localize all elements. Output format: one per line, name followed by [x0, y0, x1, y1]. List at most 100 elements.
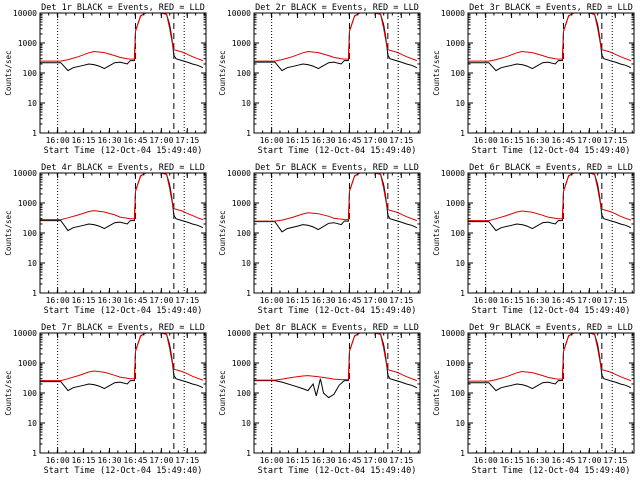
- plot-frame: [253, 172, 421, 294]
- plot-frame: [39, 172, 207, 294]
- x-tick-label: 16:45: [337, 456, 361, 465]
- lld-series-line: [468, 333, 632, 382]
- y-tick-label: 1: [460, 449, 465, 458]
- x-tick-label: 16:00: [474, 136, 498, 145]
- events-series-line: [40, 333, 204, 392]
- y-axis-label: Counts/sec: [4, 210, 13, 255]
- events-series-line: [468, 333, 632, 392]
- lld-series-line: [40, 333, 204, 382]
- x-axis-label: Start Time (12-Oct-04 15:49:40): [472, 466, 631, 476]
- panel-title: Det 7r BLACK = Events, RED = LLD: [41, 323, 205, 333]
- y-tick-label: 10: [27, 99, 37, 108]
- panel-title: Det 4r BLACK = Events, RED = LLD: [41, 163, 205, 173]
- x-tick-label: 16:15: [286, 136, 310, 145]
- x-tick-label: 16:45: [123, 456, 147, 465]
- x-tick-label: 17:15: [603, 456, 627, 465]
- x-tick-label: 17:00: [363, 456, 387, 465]
- plot-frame: [253, 12, 421, 134]
- x-axis-label: Start Time (12-Oct-04 15:49:40): [472, 306, 631, 316]
- y-axis-label: Counts/sec: [218, 210, 227, 255]
- detector-panel: Det 9r BLACK = Events, RED = LLD 1 10 100 10…: [432, 323, 635, 476]
- x-tick-label: 17:00: [363, 136, 387, 145]
- detector-panel: Det 2r BLACK = Events, RED = LLD 1 10 100 10…: [218, 3, 421, 156]
- x-tick-label: 16:45: [551, 136, 575, 145]
- detector-panel: Det 3r BLACK = Events, RED = LLD 1 10 100 10…: [432, 3, 635, 156]
- x-tick-label: 16:00: [474, 456, 498, 465]
- lld-series-line: [468, 13, 632, 62]
- x-tick-label: 17:15: [603, 296, 627, 305]
- detector-panel: Det 1r BLACK = Events, RED = LLD 1 10 100 10…: [4, 3, 207, 156]
- y-tick-label: 10000: [13, 9, 37, 18]
- plot-frame: [39, 12, 207, 134]
- x-tick-label: 17:00: [149, 136, 173, 145]
- y-tick-label: 100: [23, 229, 38, 238]
- y-tick-label: 10000: [441, 169, 465, 178]
- x-tick-label: 17:15: [389, 456, 413, 465]
- x-tick-label: 17:00: [149, 296, 173, 305]
- x-tick-label: 16:00: [46, 136, 70, 145]
- x-axis-label: Start Time (12-Oct-04 15:49:40): [258, 306, 417, 316]
- lld-series-line: [40, 13, 204, 62]
- x-tick-label: 16:45: [551, 296, 575, 305]
- x-tick-label: 16:45: [123, 136, 147, 145]
- x-tick-label: 16:30: [311, 456, 335, 465]
- y-tick-label: 1000: [18, 39, 37, 48]
- y-axis-label: Counts/sec: [432, 210, 441, 255]
- y-tick-label: 1: [246, 129, 251, 138]
- y-tick-label: 10: [241, 259, 251, 268]
- detector-panel: Det 7r BLACK = Events, RED = LLD 1 10 100 10…: [4, 323, 207, 476]
- x-tick-label: 16:15: [72, 136, 96, 145]
- x-tick-label: 16:30: [525, 136, 549, 145]
- x-axis-label: Start Time (12-Oct-04 15:49:40): [44, 146, 203, 156]
- y-tick-label: 10: [455, 259, 465, 268]
- y-tick-label: 1000: [232, 39, 251, 48]
- y-tick-label: 10: [27, 419, 37, 428]
- x-tick-label: 17:00: [577, 296, 601, 305]
- x-tick-label: 16:00: [46, 296, 70, 305]
- plot-frame: [467, 172, 635, 294]
- x-tick-label: 17:00: [577, 136, 601, 145]
- x-tick-label: 16:45: [551, 456, 575, 465]
- y-tick-label: 10000: [441, 329, 465, 338]
- events-series-line: [468, 13, 632, 72]
- x-tick-label: 16:00: [260, 456, 284, 465]
- y-tick-label: 10: [241, 99, 251, 108]
- panel-title: Det 1r BLACK = Events, RED = LLD: [41, 3, 205, 13]
- y-axis-label: Counts/sec: [432, 370, 441, 415]
- y-tick-label: 10: [455, 99, 465, 108]
- y-axis-label: Counts/sec: [218, 370, 227, 415]
- x-axis-label: Start Time (12-Oct-04 15:49:40): [44, 466, 203, 476]
- detector-panel: Det 8r BLACK = Events, RED = LLD 1 10 100 10…: [218, 323, 421, 476]
- y-tick-label: 1: [460, 129, 465, 138]
- y-tick-label: 100: [451, 229, 466, 238]
- x-tick-label: 17:15: [389, 296, 413, 305]
- y-axis-label: Counts/sec: [4, 50, 13, 95]
- y-tick-label: 100: [237, 229, 252, 238]
- x-tick-label: 17:15: [175, 456, 199, 465]
- y-tick-label: 10: [241, 419, 251, 428]
- lld-series-line: [254, 13, 418, 62]
- lld-series-line: [254, 173, 418, 222]
- x-axis-label: Start Time (12-Oct-04 15:49:40): [44, 306, 203, 316]
- x-tick-label: 16:30: [97, 296, 121, 305]
- panel-title: Det 5r BLACK = Events, RED = LLD: [255, 163, 419, 173]
- y-tick-label: 1: [246, 449, 251, 458]
- y-tick-label: 1000: [446, 359, 465, 368]
- x-tick-label: 16:45: [337, 296, 361, 305]
- plot-frame: [253, 332, 421, 454]
- y-tick-label: 10000: [13, 169, 37, 178]
- y-tick-label: 1000: [446, 199, 465, 208]
- x-tick-label: 16:15: [72, 296, 96, 305]
- y-tick-label: 1: [32, 449, 37, 458]
- x-tick-label: 17:00: [363, 296, 387, 305]
- x-tick-label: 16:30: [311, 296, 335, 305]
- x-tick-label: 16:15: [72, 456, 96, 465]
- panel-title: Det 6r BLACK = Events, RED = LLD: [469, 163, 633, 173]
- x-tick-label: 17:15: [175, 136, 199, 145]
- y-tick-label: 100: [451, 69, 466, 78]
- plot-frame: [39, 332, 207, 454]
- events-series-line: [40, 173, 204, 232]
- x-tick-label: 16:30: [97, 456, 121, 465]
